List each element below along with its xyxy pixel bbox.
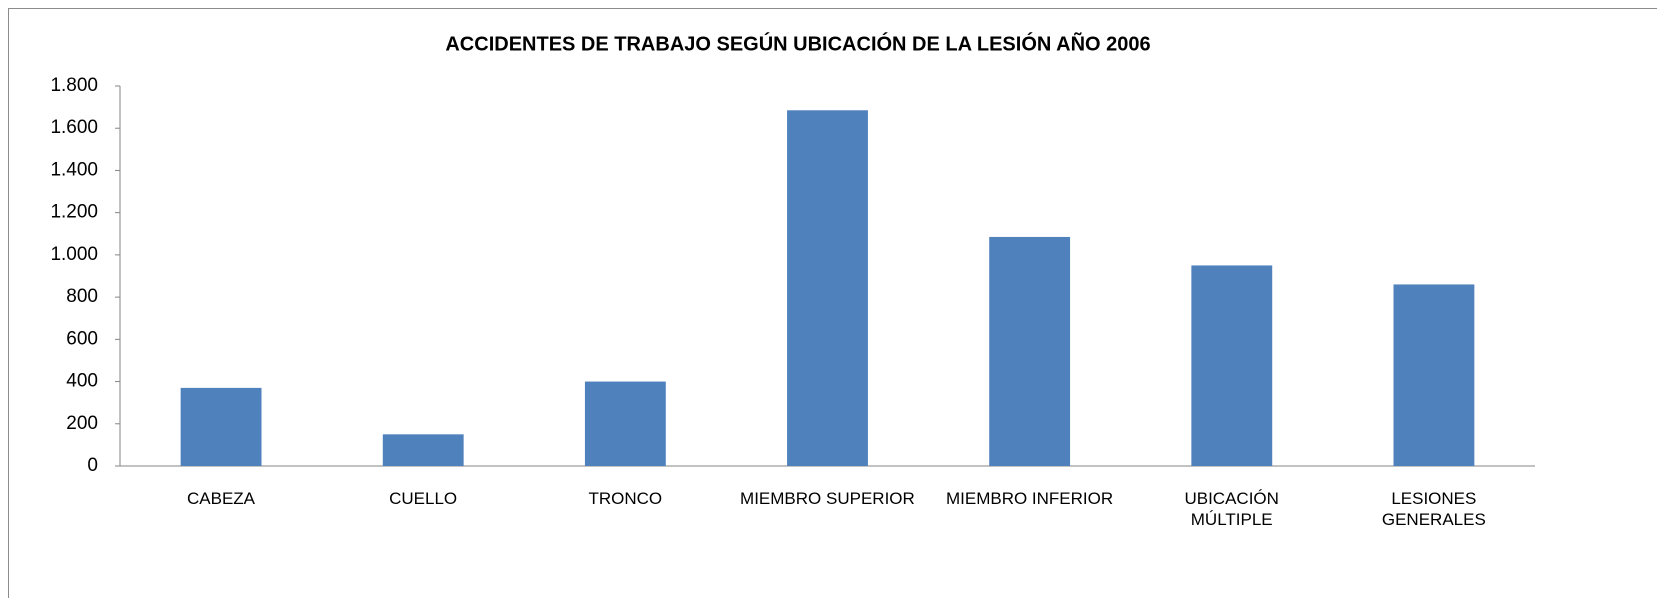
x-tick-label: MIEMBRO SUPERIOR [740,489,915,508]
bar [584,381,666,466]
y-tick-label: 800 [66,286,98,307]
y-tick-label: 1.400 [50,159,98,180]
y-tick-label: 0 [87,455,98,476]
y-tick-label: 200 [66,413,98,434]
chart-title: ACCIDENTES DE TRABAJO SEGÚN UBICACIÓN DE… [445,31,1150,55]
y-tick-label: 400 [66,371,98,392]
x-tick-label: UBICACIÓN MÚLTIPLE [1184,489,1279,529]
chart-frame [8,8,1657,598]
bar [1393,284,1475,466]
y-tick-label: 1.800 [50,75,98,96]
x-tick-label: CABEZA [186,489,256,508]
y-tick-label: 1.200 [50,202,98,223]
x-tick-label: CUELLO [389,489,458,508]
y-tick-label: 1.600 [50,117,98,138]
bar [382,434,464,466]
x-tick-label: LESIONES GENERALES [1381,489,1486,529]
bar [180,387,262,466]
bar [989,236,1071,466]
y-tick-label: 600 [66,328,98,349]
y-tick-label: 1.000 [50,244,98,265]
x-tick-label: MIEMBRO INFERIOR [945,489,1114,508]
bar [787,110,868,467]
x-tick-label: TRONCO [588,489,663,508]
bar [1191,265,1273,466]
